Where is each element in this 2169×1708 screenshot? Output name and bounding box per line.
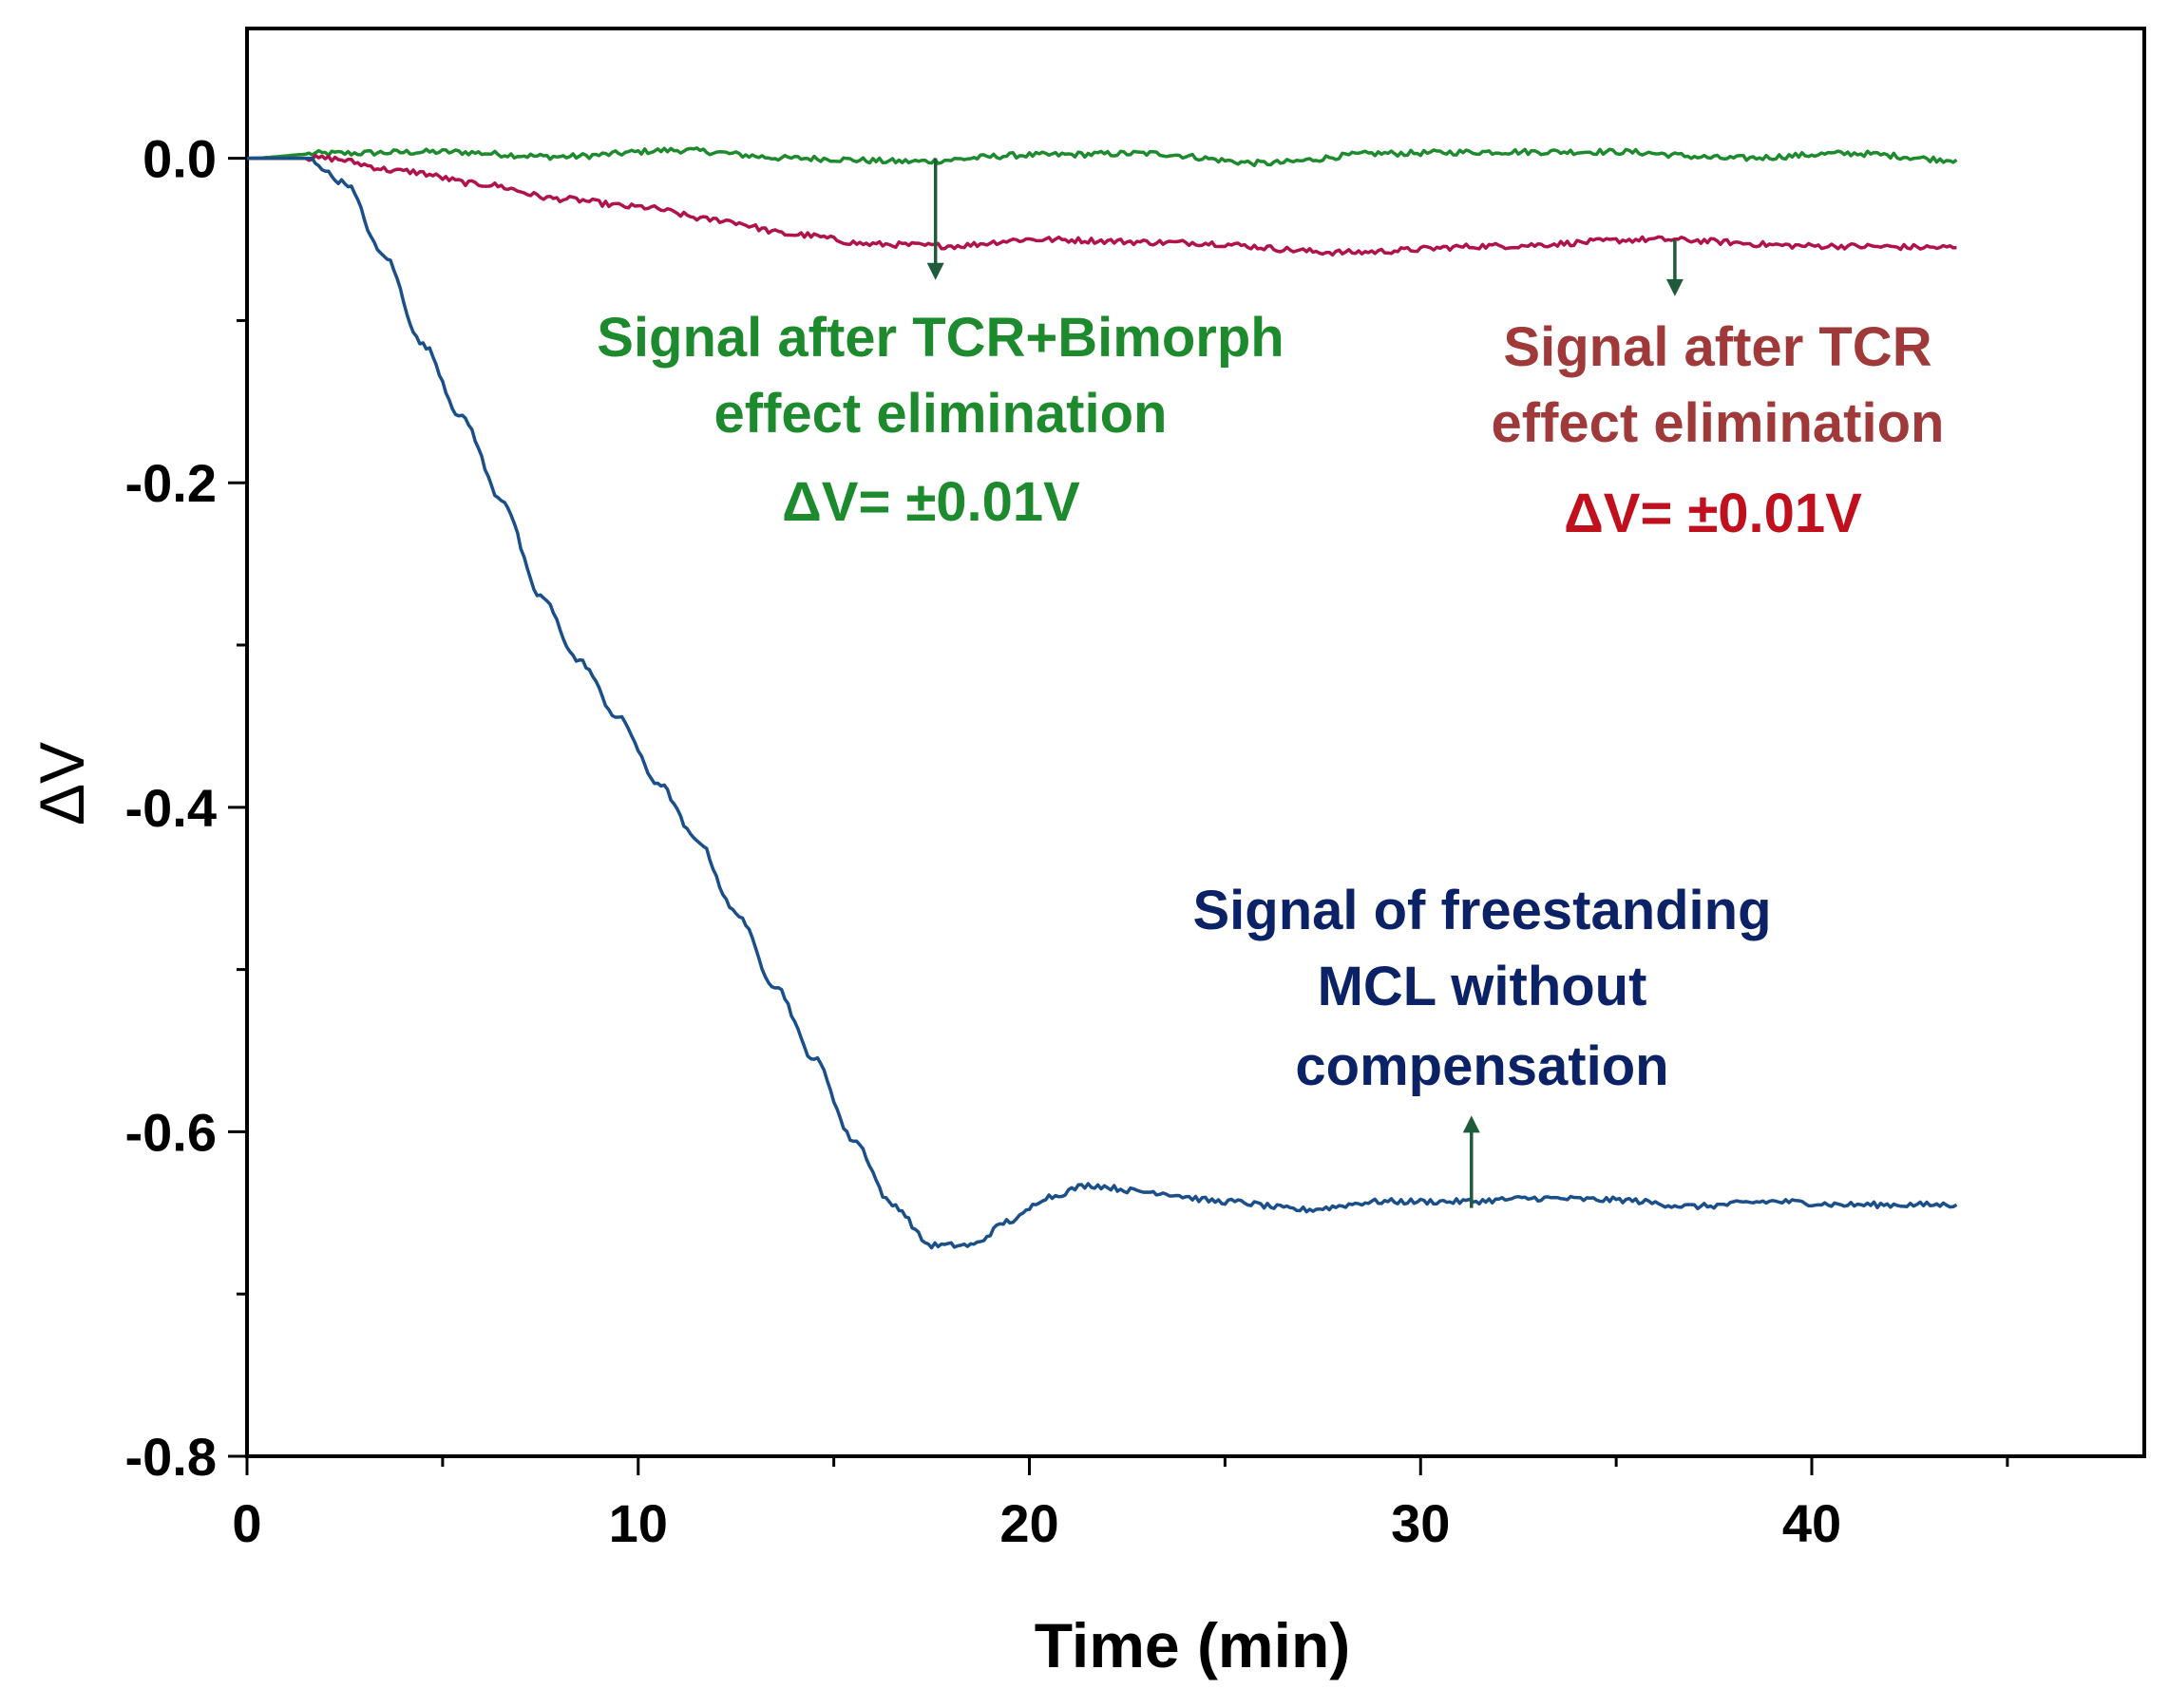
x-tick-label-3: 30 xyxy=(1391,1493,1450,1553)
annotation-blue: Signal of freestanding MCL without compe… xyxy=(1192,880,1771,1097)
annotation-red-value: ΔV= ±0.01V xyxy=(1564,483,1862,544)
annotation-blue-line1: Signal of freestanding xyxy=(1192,880,1771,941)
arrow-green-head xyxy=(926,262,944,280)
series-line-2 xyxy=(247,156,1958,1250)
arrow-blue-head xyxy=(1462,1115,1480,1133)
y-tick-label-0: 0.0 xyxy=(143,129,217,189)
y-tick-label-2: -0.4 xyxy=(125,778,218,838)
arrows-layer xyxy=(926,158,1684,1208)
axis-ticks: 0 10 20 30 40 0.0 -0.2 -0.4 -0.6 -0.8 xyxy=(125,129,2009,1553)
annotation-green-line1: Signal after TCR+Bimorph xyxy=(597,307,1284,369)
series-line-0 xyxy=(247,146,1958,168)
y-tick-label-1: -0.2 xyxy=(125,453,218,513)
annotation-green-line2: effect elimination xyxy=(714,383,1168,445)
y-tick-label-3: -0.6 xyxy=(125,1102,218,1162)
series-layer xyxy=(247,146,1958,1250)
y-tick-label-4: -0.8 xyxy=(125,1427,218,1487)
x-tick-label-2: 20 xyxy=(999,1493,1058,1553)
x-axis-title: Time (min) xyxy=(1035,1610,1350,1680)
x-tick-label-4: 40 xyxy=(1782,1493,1841,1553)
annotation-red: Signal after TCR effect elimination ΔV= … xyxy=(1492,316,1945,544)
annotation-red-line2: effect elimination xyxy=(1492,392,1945,454)
y-axis-title: ΔV xyxy=(27,742,97,826)
annotation-green: Signal after TCR+Bimorph effect eliminat… xyxy=(597,307,1284,533)
arrow-red-head xyxy=(1665,278,1684,296)
annotation-green-value: ΔV= ±0.01V xyxy=(782,471,1080,533)
annotation-blue-line2: MCL without xyxy=(1318,956,1647,1017)
series-line-1 xyxy=(247,154,1957,257)
plot-frame xyxy=(245,27,2146,1458)
x-tick-label-0: 0 xyxy=(232,1493,261,1553)
x-tick-label-1: 10 xyxy=(609,1493,668,1553)
annotation-red-line1: Signal after TCR xyxy=(1503,316,1931,378)
annotation-blue-line3: compensation xyxy=(1295,1035,1668,1097)
